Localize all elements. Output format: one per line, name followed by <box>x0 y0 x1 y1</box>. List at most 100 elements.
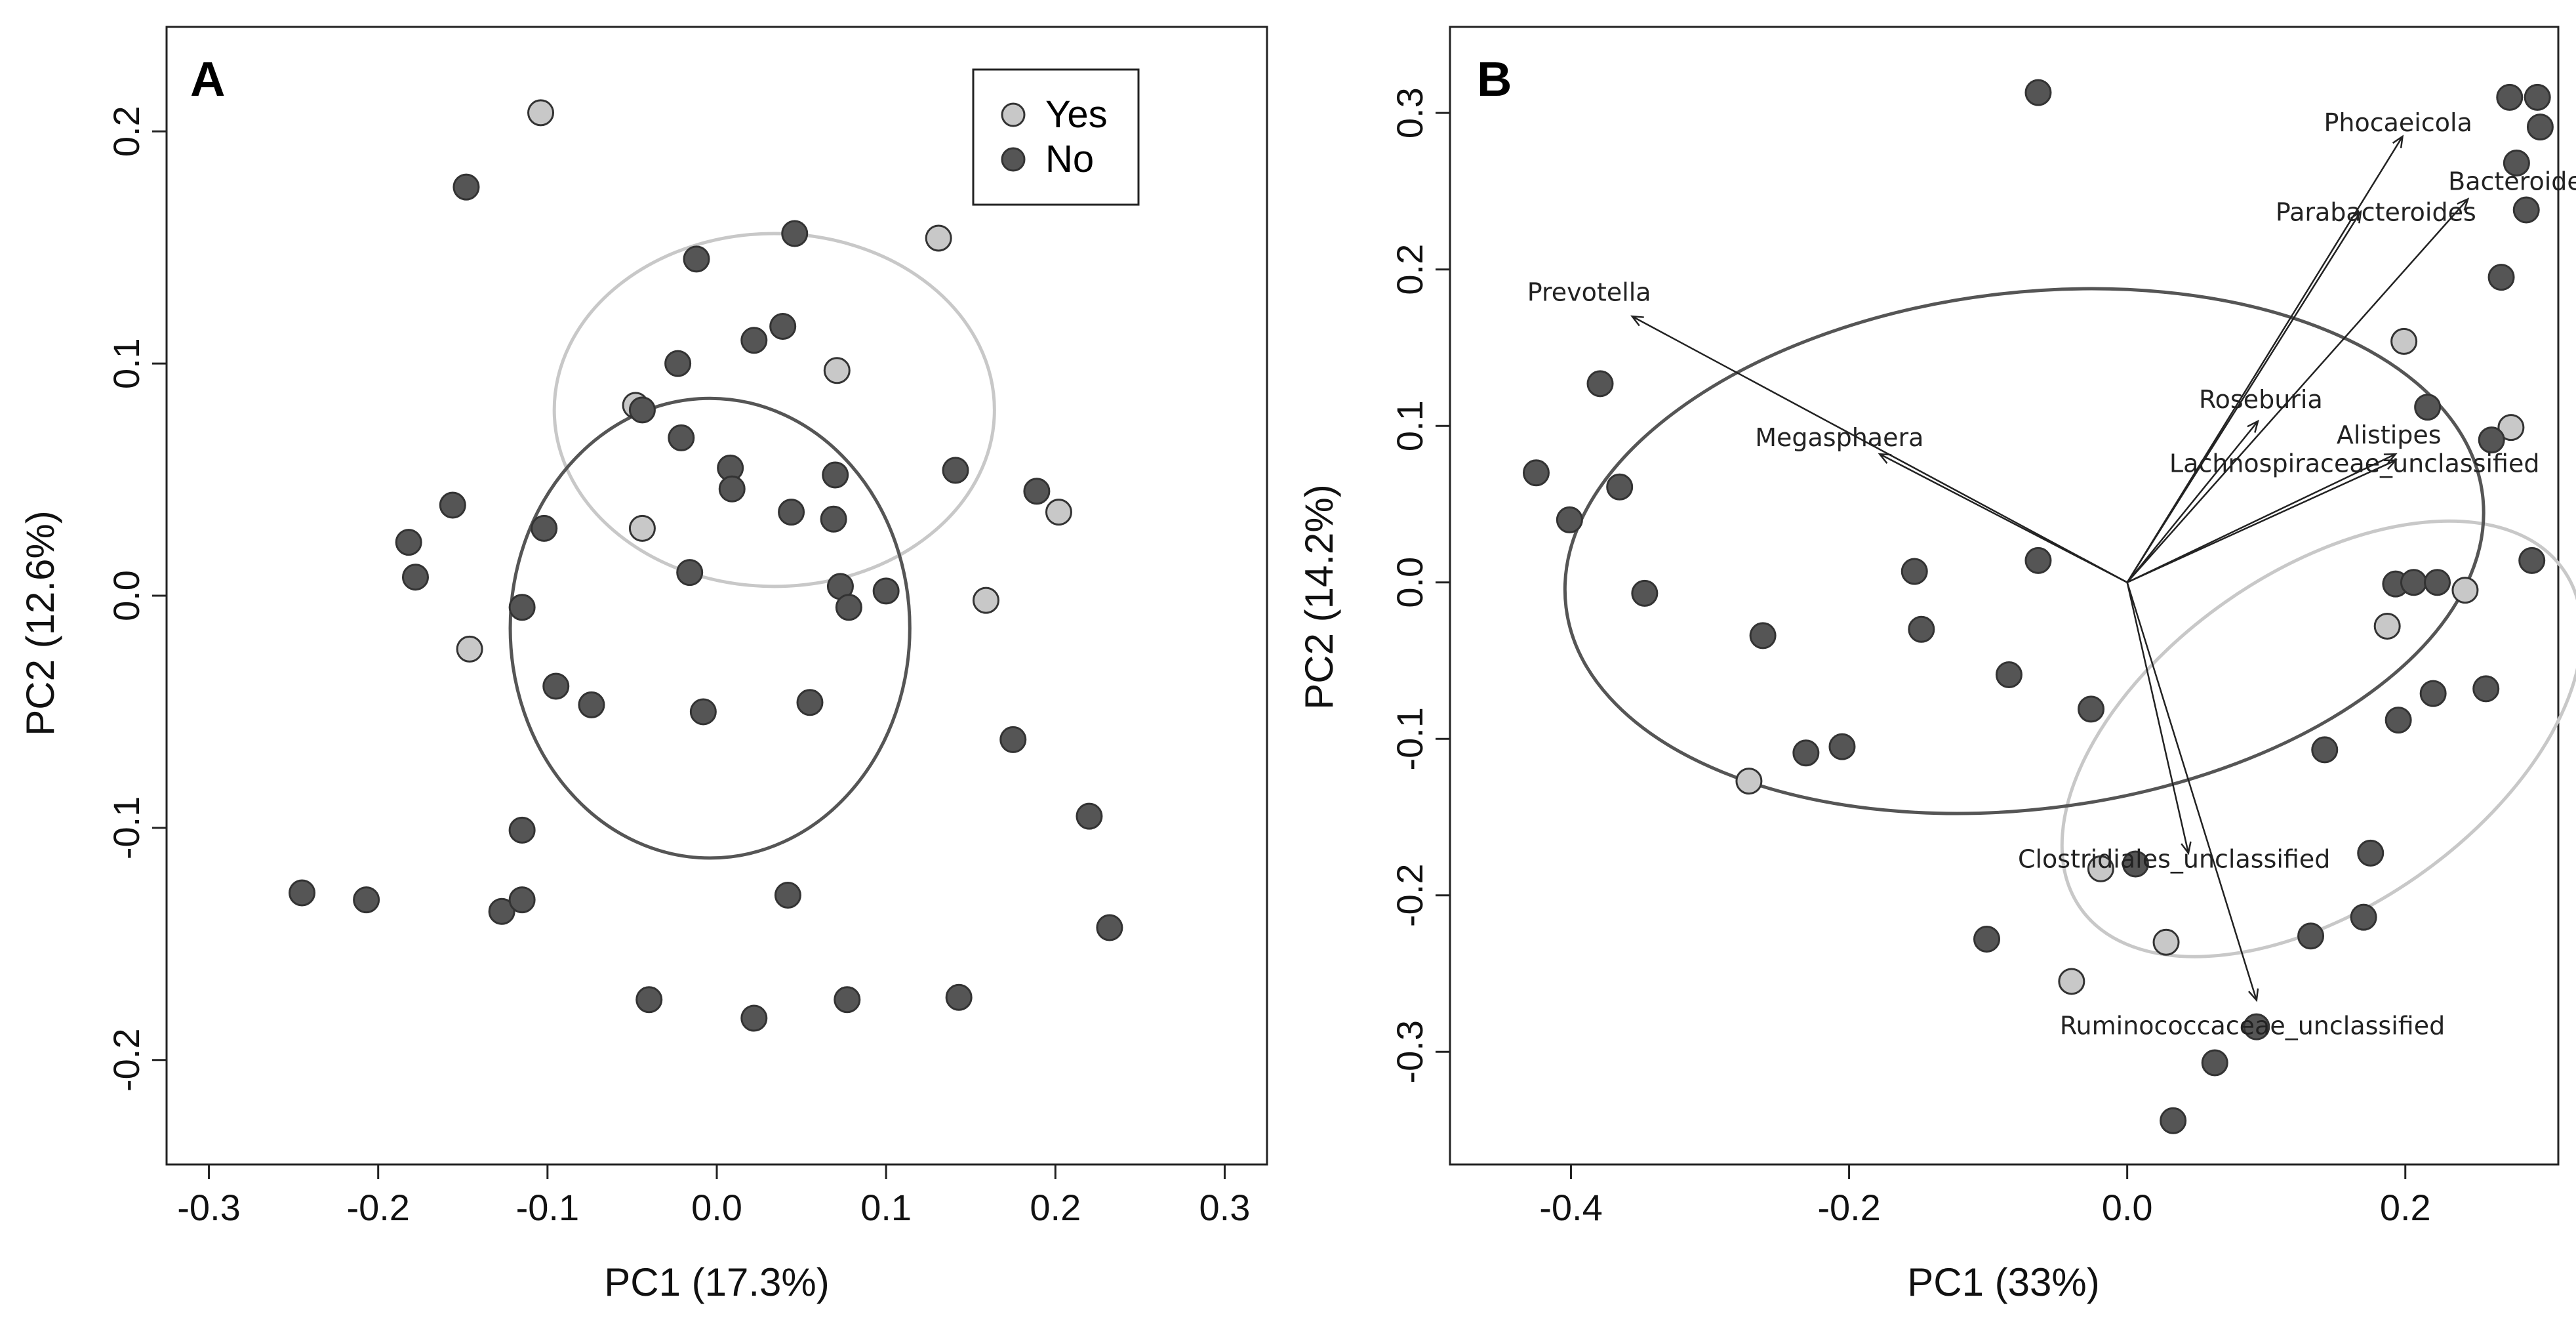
vector-arrow <box>2127 459 2396 583</box>
panel-a-xlabel: PC1 (17.3%) <box>604 1260 829 1304</box>
point-no <box>531 514 558 542</box>
y-tick-label: 0.2 <box>1389 244 1430 295</box>
vector-label: Roseburia <box>2199 385 2323 414</box>
point-no <box>453 173 480 201</box>
x-tick-label: -0.2 <box>1817 1187 1881 1228</box>
panel-a-points <box>289 99 1123 1032</box>
panel-a-y-axis: -0.2 -0.1 0.0 0.1 0.2 <box>106 106 167 1092</box>
point-yes <box>823 357 851 384</box>
point-no <box>834 986 861 1014</box>
ellipse-yes <box>552 232 996 588</box>
vector-arrow <box>1879 453 2128 583</box>
point-no <box>2419 680 2447 707</box>
vector-label: Phocaeicola <box>2324 108 2472 137</box>
point-no <box>2357 839 2385 867</box>
panel-b-ylabel: PC2 (14.2%) <box>1297 484 1341 709</box>
point-yes <box>2152 928 2180 956</box>
y-tick-label: -0.1 <box>1389 707 1430 771</box>
point-no <box>2487 264 2515 291</box>
point-no <box>488 897 515 925</box>
point-no <box>945 983 973 1011</box>
point-no <box>718 475 746 503</box>
point-no <box>508 816 536 844</box>
point-no <box>439 491 466 519</box>
y-tick-label: 0.0 <box>1389 557 1430 608</box>
y-tick-label: -0.3 <box>1389 1020 1430 1084</box>
vector-label: Parabacteroides <box>2276 197 2476 226</box>
legend-label-no: No <box>1045 138 1094 180</box>
point-no <box>676 559 704 587</box>
point-no <box>2024 546 2052 574</box>
point-no <box>664 350 692 377</box>
point-no <box>1828 733 1856 760</box>
point-no <box>289 879 316 907</box>
point-no <box>1606 473 1634 501</box>
point-yes <box>2373 613 2401 640</box>
point-no <box>820 505 847 533</box>
point-no <box>2526 113 2554 141</box>
vector-arrowhead <box>2383 459 2398 470</box>
y-tick-label: -0.1 <box>106 796 147 860</box>
x-tick-label: -0.2 <box>346 1187 410 1228</box>
point-no <box>1973 926 2000 953</box>
point-no <box>2496 83 2524 111</box>
y-tick-label: 0.0 <box>106 570 147 621</box>
vector-arrowhead <box>1630 315 1644 327</box>
point-yes <box>628 514 656 542</box>
point-no <box>774 882 801 909</box>
vector-label: Ruminococcaceae_unclassified <box>2060 1012 2445 1040</box>
ellipse-no <box>508 396 912 860</box>
panel-b-points <box>1522 79 2554 1134</box>
panel-b-y-axis: -0.3 -0.2 -0.1 0.0 0.1 0.2 0.3 <box>1389 87 1450 1084</box>
point-yes <box>2451 577 2479 604</box>
point-no <box>401 564 429 591</box>
legend-marker-no <box>1001 147 1026 172</box>
point-no <box>2478 426 2505 454</box>
point-no <box>2524 83 2551 111</box>
panel-b-ellipses <box>1563 287 2576 958</box>
legend: Yes No <box>972 68 1140 206</box>
y-tick-label: -0.2 <box>106 1029 147 1092</box>
point-no <box>689 698 717 726</box>
panel-a-x-axis: -0.3 -0.2 -0.1 0.0 0.1 0.2 0.3 <box>177 1164 1250 1228</box>
vector-arrow <box>2126 198 2469 583</box>
point-no <box>683 245 710 273</box>
point-yes <box>1735 768 1763 795</box>
y-tick-label: 0.2 <box>106 106 147 157</box>
x-tick-label: -0.1 <box>516 1187 580 1228</box>
x-tick-label: 0.1 <box>860 1187 912 1228</box>
point-no <box>2024 79 2052 106</box>
panel-b: B -0.4 -0.2 0.0 0.2 -0.3 -0.2 -0.1 0.0 0.1 0.2 0.… <box>1297 26 2576 1304</box>
point-no <box>740 327 768 354</box>
vector-arrowhead <box>2248 988 2259 1002</box>
point-no <box>353 886 380 914</box>
vector-arrowhead <box>2457 197 2470 211</box>
point-yes <box>2058 968 2085 995</box>
panel-b-vectors: Phocaeicola BacteroidesParabacteroides Pre… <box>1527 108 2576 1040</box>
x-tick-label: 0.0 <box>691 1187 742 1228</box>
panel-a-ellipses <box>508 232 996 860</box>
point-no <box>822 461 849 489</box>
point-no <box>628 396 656 424</box>
point-no <box>2311 736 2339 764</box>
point-yes <box>456 635 483 663</box>
point-no <box>2078 695 2105 723</box>
point-no <box>1556 506 1583 533</box>
x-tick-label: 0.3 <box>1199 1187 1251 1228</box>
point-no <box>395 529 422 556</box>
point-no <box>2385 707 2412 734</box>
ellipse-yes <box>2060 519 2576 958</box>
point-no <box>1792 739 1820 767</box>
vector-label: Megasphaera <box>1755 423 1923 452</box>
vector-label: Prevotella <box>1527 278 1651 306</box>
point-yes <box>2497 414 2525 442</box>
point-no <box>578 691 605 718</box>
point-yes <box>527 99 555 127</box>
vector-arrowhead <box>2181 841 2192 855</box>
point-no <box>2201 1049 2228 1077</box>
point-no <box>2503 150 2530 177</box>
panel-b-x-axis: -0.4 -0.2 0.0 0.2 <box>1539 1164 2431 1228</box>
x-tick-label: -0.4 <box>1539 1187 1603 1228</box>
vector-arrow <box>2126 211 2362 583</box>
